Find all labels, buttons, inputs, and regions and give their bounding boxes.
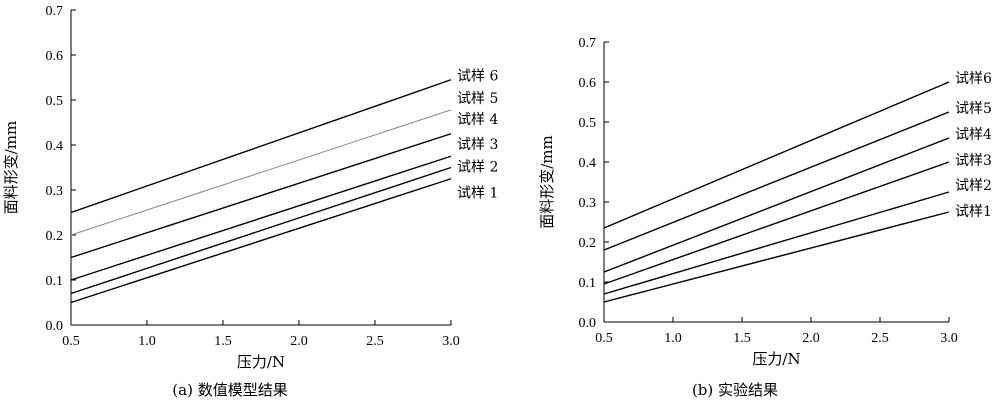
x-tick-label: 0.5 [595,331,613,346]
series-label: 试样3 [955,153,992,169]
series-line [603,161,950,285]
series-line [70,166,452,295]
x-tick-label: 2.0 [802,331,820,346]
y-tick-label: 0.1 [46,274,64,289]
series-line [70,109,452,236]
y-tick-label: 0.5 [46,94,64,109]
series-line [70,79,452,214]
series-label: 试样5 [955,101,992,117]
x-tick-label: 2.0 [290,334,308,349]
series-label: 试样1 [955,204,992,220]
series-label: 试样 1 [457,185,498,201]
x-tick-label: 1.5 [733,331,751,346]
y-tick-label: 0.5 [579,116,597,131]
y-tick-label: 0.3 [46,184,64,199]
chart-caption: (a) 数值模型结果 [172,381,287,399]
y-tick-label: 0.0 [579,316,597,331]
chart-caption: (b) 实验结果 [692,381,778,399]
y-tick-label: 0.7 [579,36,597,51]
series-line [70,155,452,281]
series-label: 试样2 [955,178,992,194]
x-tick-label: 1.0 [138,334,156,349]
y-tick-label: 0.7 [46,4,64,19]
chart-panel-b: 0.0 0.1 0.2 0.3 0.4 0.5 0.6 0.7 0.5 1.0 1.5 2.0 2.5 3… [538,36,992,399]
series-label: 试样 2 [457,160,498,176]
series-line [603,211,950,303]
series-line [603,137,950,273]
y-tick-label: 0.4 [46,139,64,154]
x-tick-label: 3.0 [940,331,958,346]
series-label: 试样4 [955,127,992,143]
y-tick-label: 0.2 [46,229,64,244]
y-axis-label: 面料形变/mm [2,121,20,215]
x-tick-label: 1.5 [214,334,232,349]
series-line [70,133,452,259]
x-tick-label: 2.5 [366,334,384,349]
y-tick-label: 0.6 [579,76,597,91]
series-label: 试样 5 [457,91,498,107]
y-tick-label: 0.6 [46,49,64,64]
series-label: 试样 3 [457,137,498,153]
y-tick-label: 0.2 [579,236,597,251]
x-tick-label: 2.5 [871,331,889,346]
series-label: 试样6 [955,71,992,87]
x-axis-label: 压力/N [752,350,800,368]
y-tick-label: 0.1 [579,276,597,291]
y-tick-label: 0.3 [579,196,597,211]
series-line [603,81,950,229]
series-line [603,111,950,251]
series-line [603,191,950,295]
x-axis-label: 压力/N [237,353,285,371]
y-axis-label: 面料形变/mm [538,135,556,229]
series-label: 试样 4 [457,112,498,128]
series-line [70,178,452,304]
y-tick-label: 0.0 [46,319,64,334]
series-label: 试样 6 [457,68,498,84]
x-tick-label: 0.5 [62,334,80,349]
x-tick-label: 3.0 [442,334,460,349]
x-tick-label: 1.0 [664,331,682,346]
chart-panel-a: 0.0 0.1 0.2 0.3 0.4 0.5 0.6 0.7 0.5 1.0 1.5 2.0 2.5 3… [2,4,498,399]
y-tick-label: 0.4 [579,156,597,171]
